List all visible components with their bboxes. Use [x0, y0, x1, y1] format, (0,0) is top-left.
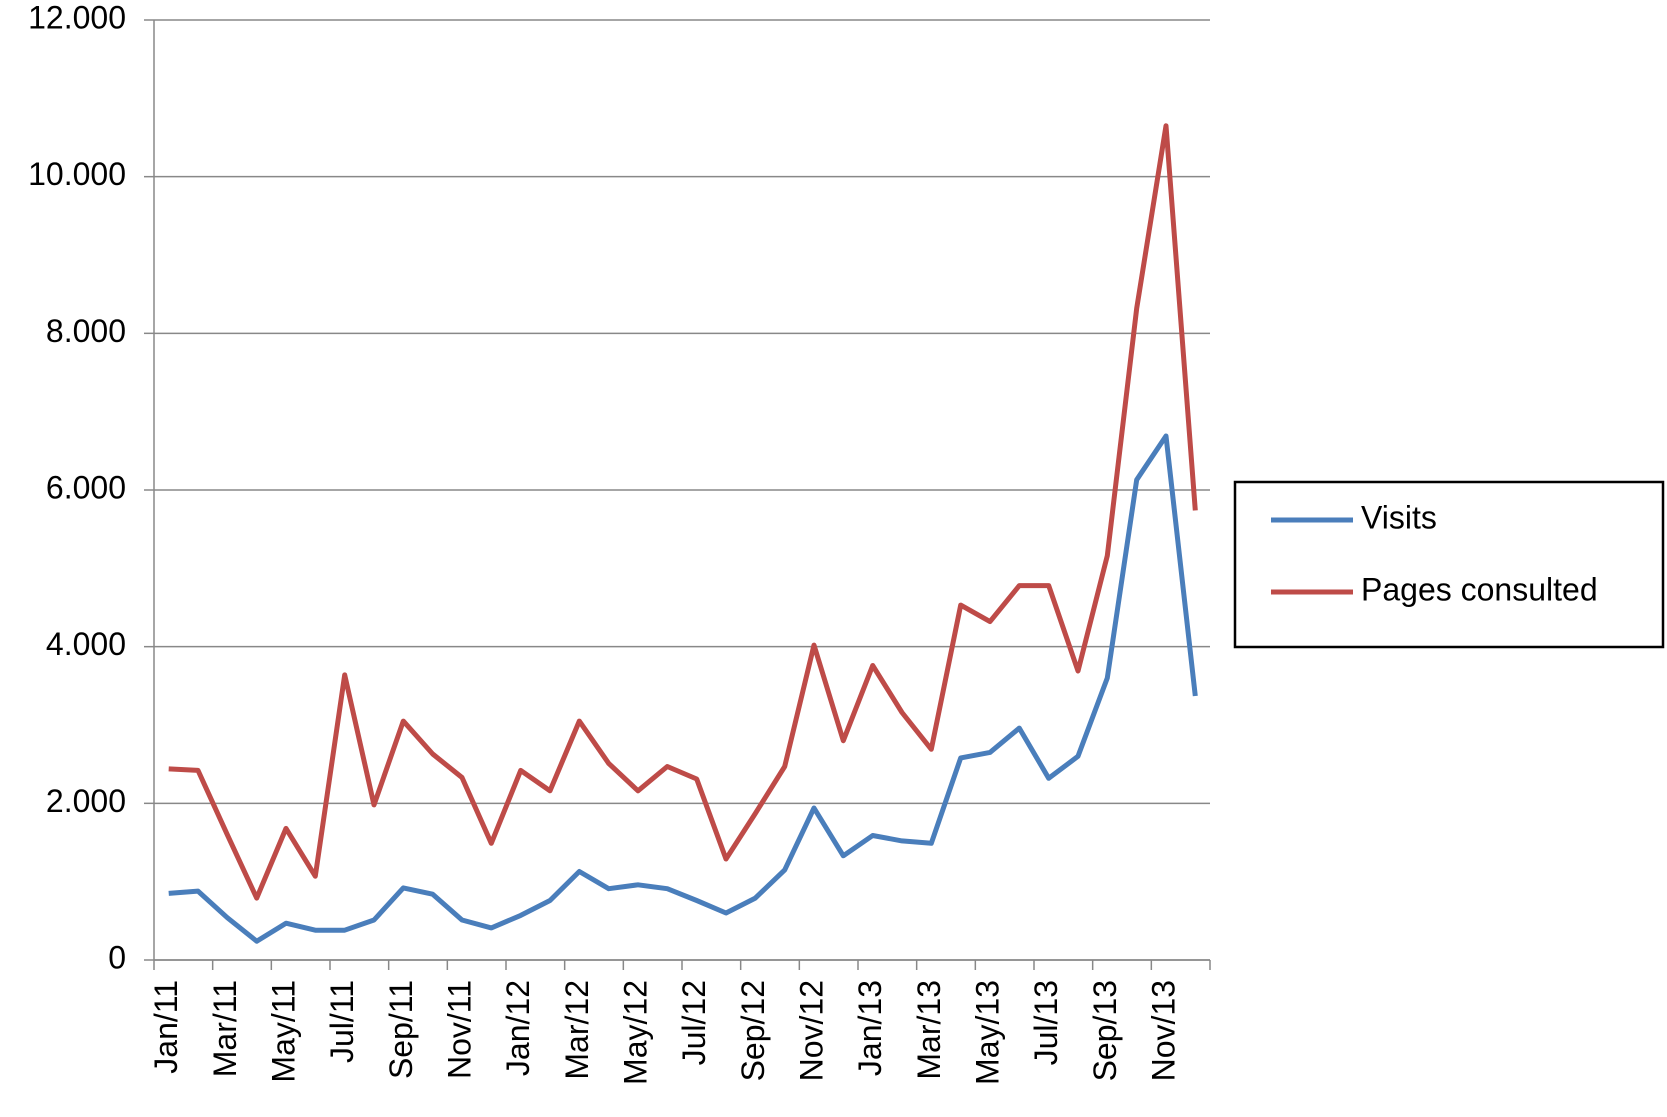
x-tick-label: Sep/11: [383, 980, 419, 1079]
x-tick-label: Jan/13: [852, 980, 888, 1076]
x-tick-label: Jan/12: [500, 980, 536, 1076]
y-tick-label: 2.000: [46, 783, 126, 819]
x-tick-label: Jul/12: [676, 980, 712, 1065]
x-tick-label: Jul/11: [324, 980, 360, 1063]
x-tick-label: Mar/13: [911, 980, 947, 1080]
y-tick-label: 10.000: [28, 156, 126, 192]
x-tick-label: Sep/12: [735, 980, 771, 1081]
y-tick-label: 0: [108, 939, 126, 975]
x-tick-label: May/13: [969, 980, 1005, 1085]
x-tick-label: Mar/12: [559, 980, 595, 1080]
y-tick-label: 12.000: [28, 0, 126, 35]
legend-box: [1233, 480, 1665, 649]
x-tick-label: Mar/11: [207, 980, 243, 1077]
x-tick-label: Nov/12: [793, 980, 829, 1081]
x-tick-label: Nov/11: [441, 980, 477, 1079]
line-series: [168, 123, 1198, 901]
y-tick-label: 6.000: [46, 469, 126, 505]
x-tick-label: May/12: [617, 980, 653, 1085]
x-tick-label: Nov/13: [1145, 980, 1181, 1081]
y-tick-label: 8.000: [46, 313, 126, 349]
x-tick-label: Jul/13: [1028, 980, 1064, 1065]
x-tick-label: Sep/13: [1087, 980, 1123, 1081]
legend-label: Pages consulted: [1361, 571, 1598, 607]
line-series: [168, 433, 1198, 944]
x-tick-label: Jan/11: [148, 980, 184, 1074]
x-tick-label: May/11: [265, 980, 301, 1083]
y-tick-label: 4.000: [46, 626, 126, 662]
legend-label: Visits: [1361, 499, 1437, 535]
